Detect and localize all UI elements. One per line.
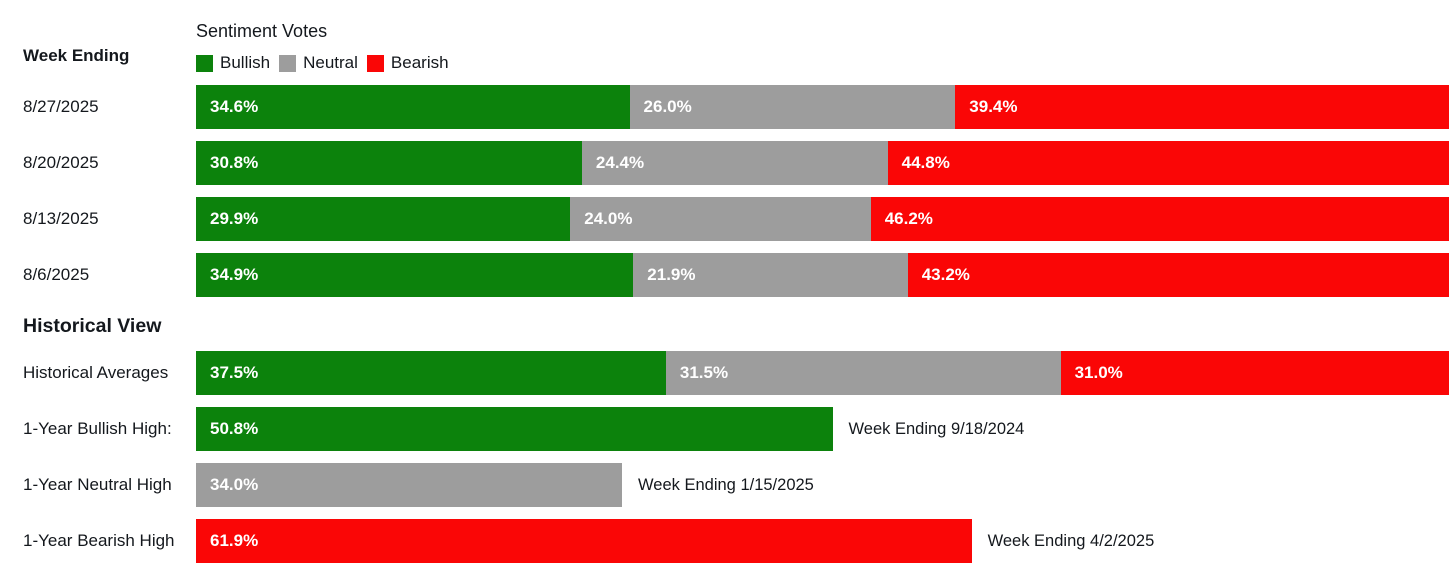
segment-value-label: 34.0% <box>210 475 259 494</box>
sentiment-row: 8/13/2025 29.9% 24.0% 46.2% <box>0 197 1456 241</box>
bar-track: 30.8% 24.4% 44.8% <box>196 141 1449 185</box>
bullish-swatch <box>196 54 213 72</box>
row-label: 8/20/2025 <box>23 153 99 172</box>
week-ending-annotation: Week Ending 9/18/2024 <box>848 419 1025 438</box>
sentiment-row: 1-Year Neutral High 34.0% Week Ending 1/15… <box>0 463 1456 507</box>
row-label: 1-Year Bearish High <box>23 531 175 550</box>
bearish-segment: 43.2% <box>907 253 1449 297</box>
segment-value-label: 30.8% <box>210 153 259 172</box>
sentiment-row: 8/6/2025 34.9% 21.9% 43.2% <box>0 253 1456 297</box>
sentiment-row: 1-Year Bearish High 61.9% Week Ending 4/2/… <box>0 519 1456 563</box>
legend-item-bearish: Bearish <box>366 53 449 73</box>
neutral-segment: 24.4% <box>581 141 888 185</box>
segment-value-label: 61.9% <box>210 531 259 550</box>
bearish-segment: 46.2% <box>870 197 1449 241</box>
bearish-segment: 39.4% <box>955 85 1449 129</box>
historical-rows: Historical Averages 37.5% 31.5% 31.0% 1-Year… <box>0 351 1456 573</box>
segment-value-label: 34.6% <box>210 97 259 116</box>
segment-value-label: 34.9% <box>210 265 259 284</box>
week-ending-heading: Week Ending <box>23 46 130 65</box>
bullish-segment: 34.9% <box>196 253 634 297</box>
week-ending-annotation: Week Ending 4/2/2025 <box>987 531 1155 550</box>
segment-value-label: 24.0% <box>584 209 633 228</box>
chart-title: Sentiment Votes <box>196 21 328 41</box>
segment-value-label: 44.8% <box>901 153 950 172</box>
segment-value-label: 21.9% <box>647 265 696 284</box>
legend-label: Neutral <box>303 53 358 72</box>
row-label: 1-Year Neutral High <box>23 475 172 494</box>
bearish-segment: 61.9% <box>196 519 972 563</box>
segment-value-label: 39.4% <box>969 97 1018 116</box>
neutral-segment: 26.0% <box>629 85 956 129</box>
legend-item-neutral: Neutral <box>279 53 358 73</box>
row-label: 8/13/2025 <box>23 209 99 228</box>
weekly-rows: 8/27/2025 34.6% 26.0% 39.4% 8/20/2025 30.8% 24… <box>0 85 1456 309</box>
bullish-segment: 50.8% <box>196 407 833 451</box>
segment-value-label: 31.0% <box>1074 363 1123 382</box>
bullish-segment: 37.5% <box>196 351 666 395</box>
segment-value-label: 46.2% <box>884 209 933 228</box>
bullish-segment: 30.8% <box>196 141 582 185</box>
segment-value-label: 37.5% <box>210 363 259 382</box>
bar-track: 37.5% 31.5% 31.0% <box>196 351 1449 395</box>
sentiment-row: Historical Averages 37.5% 31.5% 31.0% <box>0 351 1456 395</box>
bearish-segment: 44.8% <box>887 141 1449 185</box>
segment-value-label: 50.8% <box>210 419 259 438</box>
neutral-segment: 21.9% <box>633 253 908 297</box>
bar-track: 29.9% 24.0% 46.2% <box>196 197 1449 241</box>
bar-track: 34.9% 21.9% 43.2% <box>196 253 1449 297</box>
bearish-swatch <box>366 54 384 72</box>
row-label: 8/27/2025 <box>23 97 99 116</box>
bar-track: 50.8% Week Ending 9/18/2024 <box>196 407 1449 451</box>
bar-track: 34.6% 26.0% 39.4% <box>196 85 1449 129</box>
neutral-segment: 34.0% <box>196 463 623 507</box>
neutral-segment: 24.0% <box>570 197 871 241</box>
segment-value-label: 43.2% <box>921 265 970 284</box>
sentiment-row: 8/20/2025 30.8% 24.4% 44.8% <box>0 141 1456 185</box>
legend-item-bullish: Bullish <box>196 53 270 73</box>
bullish-segment: 34.6% <box>196 85 630 129</box>
legend-label: Bearish <box>390 53 449 72</box>
neutral-segment: 31.5% <box>665 351 1061 395</box>
historical-view-heading: Historical View <box>23 315 162 337</box>
neutral-swatch <box>279 54 297 72</box>
segment-value-label: 29.9% <box>210 209 259 228</box>
sentiment-row: 8/27/2025 34.6% 26.0% 39.4% <box>0 85 1456 129</box>
bar-track: 34.0% Week Ending 1/15/2025 <box>196 463 1449 507</box>
bar-track: 61.9% Week Ending 4/2/2025 <box>196 519 1449 563</box>
row-label: 1-Year Bullish High: <box>23 419 172 438</box>
row-label: Historical Averages <box>23 363 169 382</box>
bullish-segment: 29.9% <box>196 197 571 241</box>
sentiment-row: 1-Year Bullish High: 50.8% Week Ending 9/1… <box>0 407 1456 451</box>
segment-value-label: 24.4% <box>595 153 645 172</box>
segment-value-label: 31.5% <box>679 363 729 382</box>
bearish-segment: 31.0% <box>1060 351 1449 395</box>
legend-label: Bullish <box>220 53 271 72</box>
legend: Bullish Neutral Bearish <box>196 53 458 73</box>
row-label: 8/6/2025 <box>23 265 90 284</box>
week-ending-annotation: Week Ending 1/15/2025 <box>638 475 814 494</box>
segment-value-label: 26.0% <box>643 97 692 116</box>
